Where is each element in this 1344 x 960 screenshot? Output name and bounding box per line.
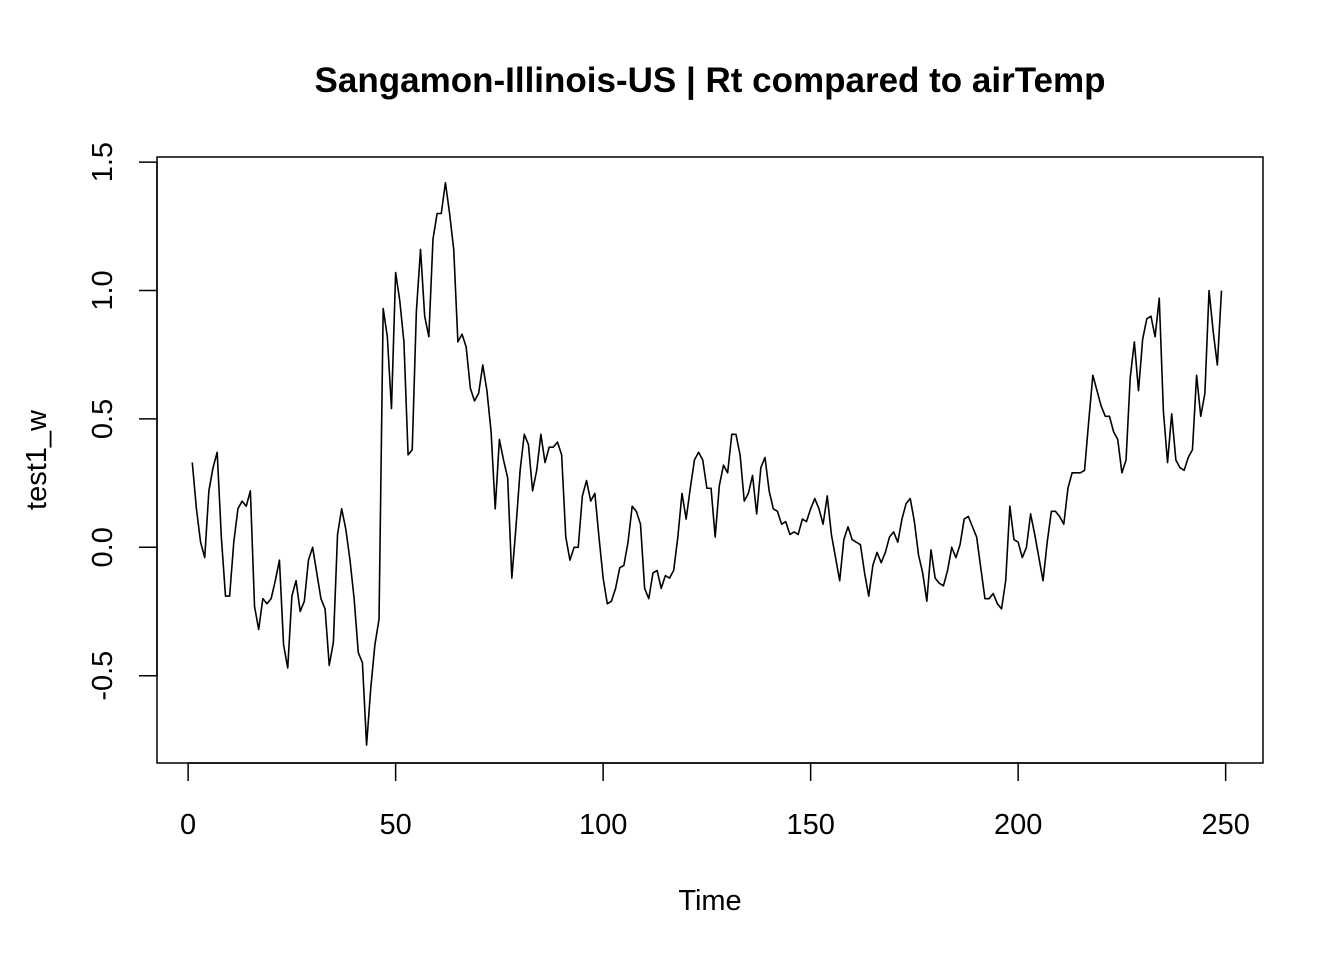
x-axis: 0 50 100 150 200 250	[180, 762, 1250, 841]
x-tick-label: 50	[379, 809, 411, 841]
y-axis: -0.5 0.0 0.5 1.0 1.5	[87, 142, 158, 701]
y-axis-label: test1_w	[21, 409, 53, 510]
y-tick-label: -0.5	[87, 651, 119, 701]
plot-frame	[156, 156, 1264, 764]
y-tick-label: 0.5	[87, 399, 119, 439]
x-tick-label: 0	[180, 809, 196, 841]
y-tick-label: 1.0	[87, 270, 119, 310]
y-tick-label: 0.0	[87, 527, 119, 567]
x-axis-label: Time	[678, 885, 741, 917]
y-tick-label: 1.5	[87, 142, 119, 182]
x-tick-label: 100	[579, 809, 627, 841]
x-tick-label: 200	[994, 809, 1042, 841]
chart-title: Sangamon-Illinois-US | Rt compared to ai…	[315, 61, 1106, 100]
x-tick-label: 250	[1201, 809, 1249, 841]
x-tick-label: 150	[786, 809, 834, 841]
series-line	[191, 181, 1223, 746]
